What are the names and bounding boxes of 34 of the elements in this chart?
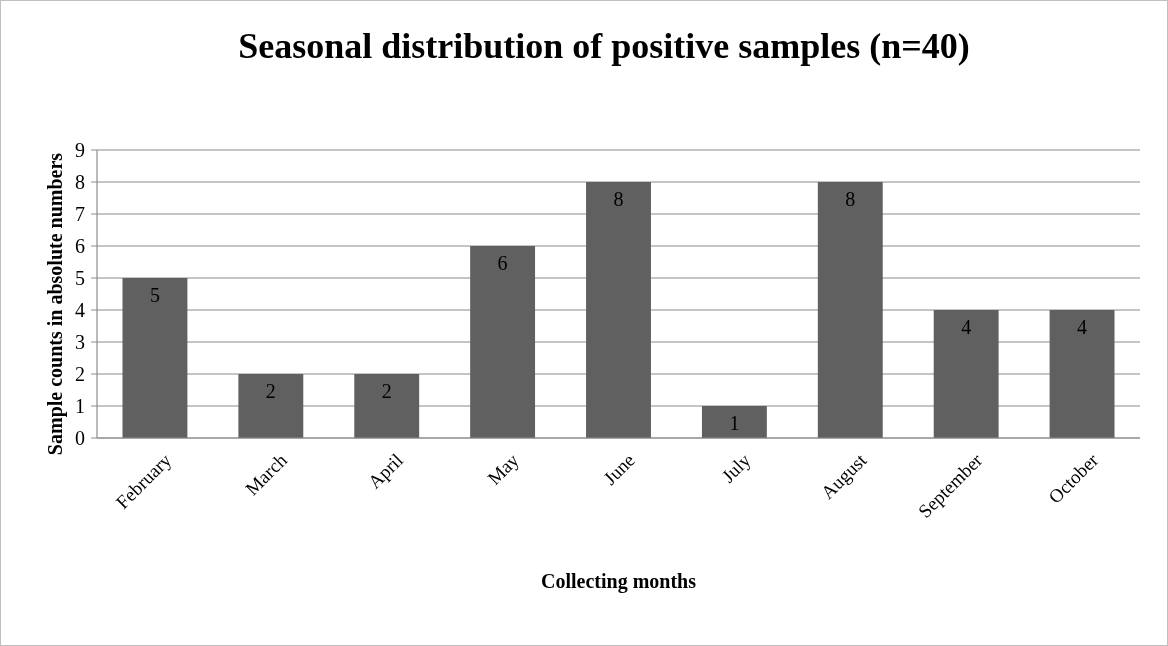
y-tick-label: 8 bbox=[75, 171, 85, 193]
bar bbox=[122, 278, 188, 438]
data-label: 8 bbox=[845, 188, 856, 210]
x-tick-label: May bbox=[483, 449, 524, 489]
y-tick-label: 1 bbox=[75, 395, 85, 417]
data-label: 6 bbox=[497, 252, 508, 274]
bar bbox=[470, 246, 536, 438]
x-tick-label: July bbox=[717, 449, 755, 487]
y-tick-label: 0 bbox=[75, 427, 85, 449]
bar bbox=[238, 374, 304, 438]
data-label: 4 bbox=[961, 316, 972, 338]
bar bbox=[933, 310, 999, 438]
y-tick-label: 2 bbox=[75, 363, 85, 385]
data-label: 5 bbox=[149, 284, 160, 306]
y-tick-label: 5 bbox=[75, 267, 85, 289]
y-tick-label: 4 bbox=[75, 299, 85, 321]
data-label: 1 bbox=[729, 412, 740, 434]
y-tick-label: 6 bbox=[75, 235, 85, 257]
data-label: 2 bbox=[265, 380, 276, 402]
x-axis-title: Collecting months bbox=[541, 570, 697, 593]
data-label: 4 bbox=[1077, 316, 1088, 338]
data-label: 8 bbox=[613, 188, 624, 210]
bar bbox=[817, 182, 883, 438]
bar bbox=[354, 374, 420, 438]
chart-title: Seasonal distribution of positive samples (n=40) bbox=[238, 26, 970, 66]
y-tick-label: 3 bbox=[75, 331, 85, 353]
bar bbox=[701, 406, 767, 438]
data-label: 2 bbox=[381, 380, 392, 402]
y-tick-label: 7 bbox=[75, 203, 85, 225]
bar bbox=[586, 182, 651, 438]
y-axis-title: Sample counts in absolute numbers bbox=[44, 152, 67, 456]
bar bbox=[1049, 310, 1115, 438]
x-tick-label: June bbox=[599, 449, 639, 489]
y-tick-label: 9 bbox=[75, 139, 85, 161]
